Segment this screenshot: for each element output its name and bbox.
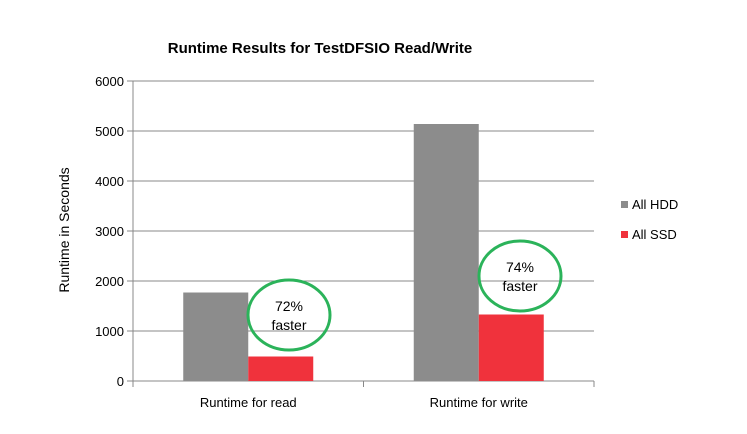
annotation-line2: faster <box>502 278 537 294</box>
annotation: 72% faster <box>246 278 332 352</box>
annotation-circle <box>477 239 563 313</box>
bars <box>183 124 544 381</box>
x-tick-label: Runtime for read <box>200 395 297 410</box>
y-tick-label: 3000 <box>95 224 124 239</box>
x-tick-label: Runtime for write <box>430 395 528 410</box>
bar <box>413 124 479 381</box>
annotation: 74% faster <box>477 239 563 313</box>
bar <box>478 314 544 381</box>
bar <box>248 356 314 381</box>
legend: All HDD All SSD <box>621 197 678 242</box>
annotation-line1: 74% <box>506 259 534 275</box>
annotation-circle <box>246 278 332 352</box>
legend-label: All HDD <box>632 197 678 212</box>
y-axis-label: Runtime in Seconds <box>56 167 72 292</box>
y-axis-ticks: 0 1000 2000 3000 4000 5000 6000 <box>95 74 133 389</box>
x-axis-ticks: Runtime for read Runtime for write <box>132 381 595 410</box>
y-tick-label: 1000 <box>95 324 124 339</box>
annotation-line2: faster <box>271 317 306 333</box>
y-tick-label: 0 <box>117 374 124 389</box>
annotations: 72% faster 74% faster <box>246 239 563 352</box>
bar <box>183 292 249 381</box>
y-tick-label: 5000 <box>95 124 124 139</box>
chart-title: Runtime Results for TestDFSIO Read/Write <box>168 40 473 57</box>
legend-swatch <box>621 201 628 208</box>
annotation-line1: 72% <box>275 298 303 314</box>
legend-item: All HDD <box>621 197 678 212</box>
y-tick-label: 2000 <box>95 274 124 289</box>
y-tick-label: 6000 <box>95 74 124 89</box>
y-tick-label: 4000 <box>95 174 124 189</box>
legend-item: All SSD <box>621 227 677 242</box>
legend-label: All SSD <box>632 227 677 242</box>
legend-swatch <box>621 231 628 238</box>
